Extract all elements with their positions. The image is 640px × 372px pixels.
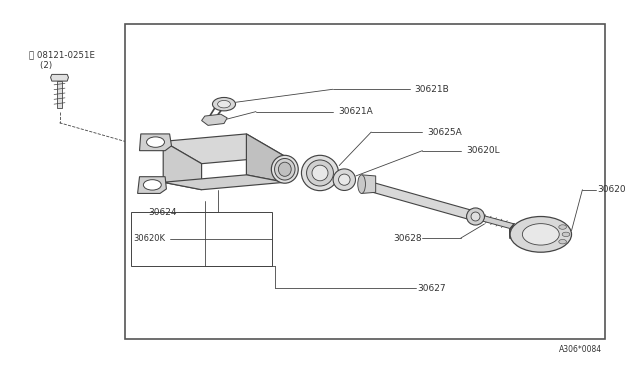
Ellipse shape xyxy=(471,212,480,221)
Ellipse shape xyxy=(467,208,484,225)
Text: 30627: 30627 xyxy=(417,284,446,293)
Ellipse shape xyxy=(312,165,328,181)
Ellipse shape xyxy=(278,162,291,176)
Ellipse shape xyxy=(333,169,356,190)
Circle shape xyxy=(522,224,559,245)
Text: 30620K: 30620K xyxy=(133,234,165,243)
Polygon shape xyxy=(51,74,68,81)
Circle shape xyxy=(143,180,161,190)
Polygon shape xyxy=(472,214,514,228)
Polygon shape xyxy=(163,134,285,164)
Polygon shape xyxy=(140,134,172,151)
Polygon shape xyxy=(362,175,376,193)
Polygon shape xyxy=(163,175,285,190)
Ellipse shape xyxy=(301,155,339,190)
Polygon shape xyxy=(163,141,202,190)
Bar xyxy=(131,212,272,266)
Text: Ⓑ 08121-0251E
    (2): Ⓑ 08121-0251E (2) xyxy=(29,50,95,70)
Circle shape xyxy=(212,97,236,111)
Ellipse shape xyxy=(271,155,298,183)
Ellipse shape xyxy=(275,158,295,180)
Polygon shape xyxy=(365,182,477,220)
Polygon shape xyxy=(246,134,285,182)
Text: 30621B: 30621B xyxy=(415,85,449,94)
Text: 30620: 30620 xyxy=(598,185,627,194)
Circle shape xyxy=(559,225,566,229)
Circle shape xyxy=(559,240,566,244)
Circle shape xyxy=(218,100,230,108)
Ellipse shape xyxy=(358,175,365,193)
Circle shape xyxy=(147,137,164,147)
Text: 30624: 30624 xyxy=(148,208,177,217)
Polygon shape xyxy=(509,223,515,239)
Text: 30625A: 30625A xyxy=(428,128,462,137)
Circle shape xyxy=(510,217,572,252)
Ellipse shape xyxy=(339,174,350,185)
Text: 30621A: 30621A xyxy=(338,107,372,116)
Text: 30628: 30628 xyxy=(394,234,422,243)
Polygon shape xyxy=(138,177,166,193)
Bar xyxy=(125,24,605,339)
Text: 30620L: 30620L xyxy=(466,146,500,155)
Polygon shape xyxy=(202,114,227,125)
Ellipse shape xyxy=(307,160,333,186)
Bar xyxy=(57,81,63,108)
Circle shape xyxy=(562,232,570,237)
Text: A306*0084: A306*0084 xyxy=(559,345,602,354)
